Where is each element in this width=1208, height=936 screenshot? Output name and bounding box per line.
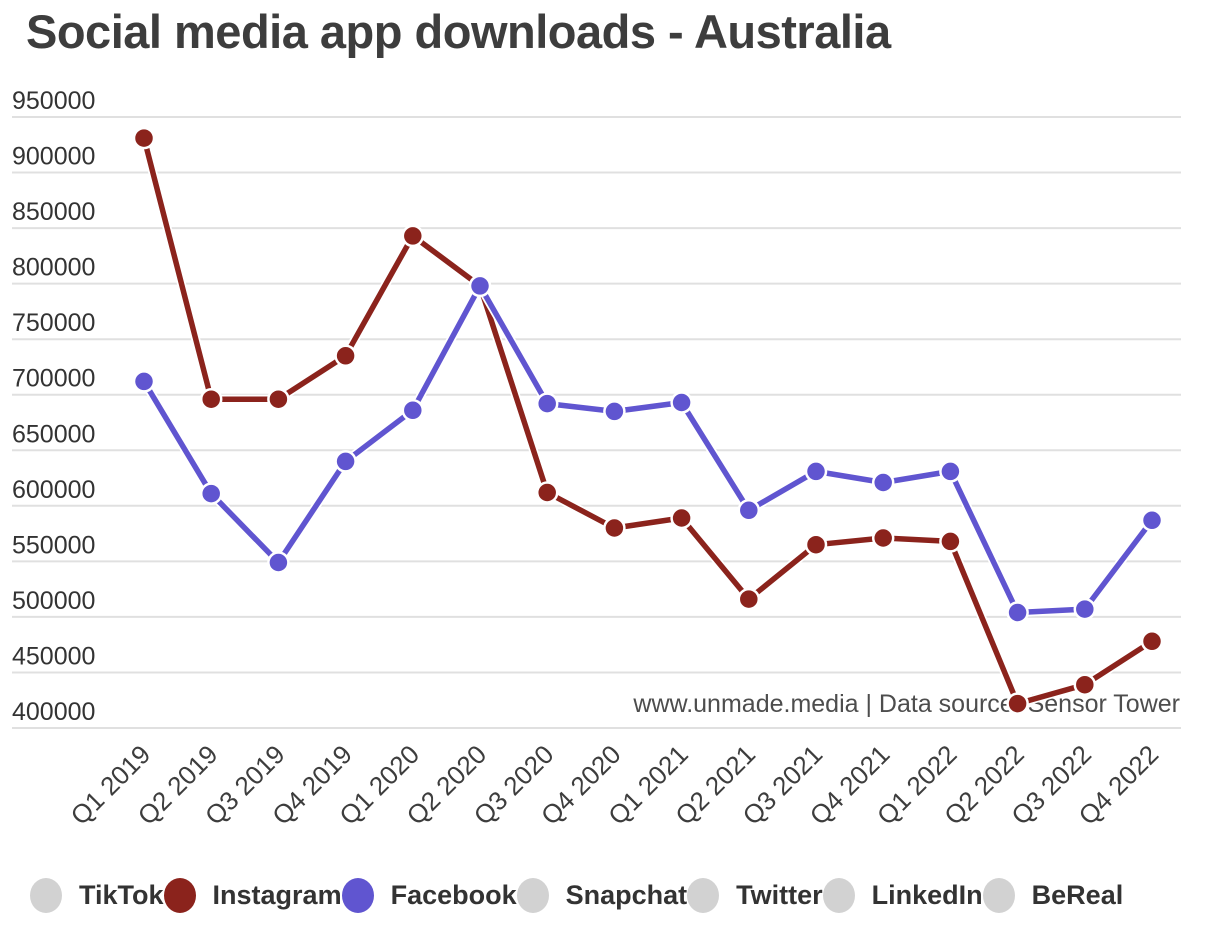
legend-label-snapchat: Snapchat bbox=[565, 879, 688, 910]
legend-dot-snapchat bbox=[516, 877, 549, 913]
series-point-facebook bbox=[401, 399, 425, 422]
series-point-facebook bbox=[468, 274, 492, 298]
series-point-facebook bbox=[737, 499, 761, 522]
series-point-instagram bbox=[1073, 673, 1097, 696]
series-point-facebook bbox=[132, 370, 156, 393]
y-axis-label: 900000 bbox=[12, 143, 95, 171]
series-point-facebook bbox=[535, 392, 559, 415]
y-axis-label: 450000 bbox=[12, 643, 95, 671]
series-point-facebook bbox=[199, 482, 223, 505]
series-point-instagram bbox=[871, 526, 895, 550]
series-point-facebook bbox=[1073, 597, 1097, 621]
series-point-instagram bbox=[535, 481, 559, 504]
legend-label-linkedin: LinkedIn bbox=[871, 879, 983, 910]
legend-item-twitter[interactable]: Twitter bbox=[687, 877, 823, 913]
series-point-instagram bbox=[670, 506, 693, 530]
line-chart: 400000 450000 500000 550000 600000 650000 7000… bbox=[12, 87, 1181, 831]
series-point-instagram bbox=[334, 344, 357, 368]
series-line-casing-instagram bbox=[139, 133, 1157, 709]
series-point-facebook bbox=[603, 400, 626, 423]
watermark: www.unmade.media | Data source: Sensor T… bbox=[632, 690, 1180, 718]
series-point-instagram bbox=[401, 224, 425, 248]
y-axis-label: 500000 bbox=[12, 587, 95, 615]
series-point-instagram bbox=[1006, 692, 1029, 715]
series-point-instagram bbox=[1140, 630, 1164, 653]
legend: TikTok Instagram Facebook Snapchat Twitt… bbox=[0, 858, 1208, 932]
series-point-facebook bbox=[334, 450, 357, 473]
legend-dot-linkedin bbox=[822, 877, 855, 913]
legend-item-instagram[interactable]: Instagram bbox=[163, 877, 342, 913]
series-point-instagram bbox=[737, 587, 761, 611]
series-point-instagram bbox=[603, 516, 626, 540]
series-line-casing-facebook bbox=[139, 281, 1157, 617]
series-point-facebook bbox=[267, 551, 290, 574]
y-axis-label: 800000 bbox=[12, 254, 95, 282]
series-line-facebook bbox=[141, 283, 1155, 616]
series-point-instagram bbox=[267, 387, 290, 411]
series-point-instagram bbox=[804, 533, 828, 556]
series-point-facebook bbox=[1006, 601, 1029, 624]
legend-dot-bereal bbox=[982, 877, 1015, 913]
y-axis-label: 700000 bbox=[12, 365, 95, 393]
series-line-instagram bbox=[141, 135, 1155, 707]
legend-item-facebook[interactable]: Facebook bbox=[341, 877, 517, 913]
legend-label-instagram: Instagram bbox=[212, 879, 342, 910]
y-axis-label: 400000 bbox=[12, 698, 95, 726]
y-axis-label: 600000 bbox=[12, 476, 95, 504]
legend-item-snapchat[interactable]: Snapchat bbox=[516, 877, 688, 913]
series-point-facebook bbox=[1140, 509, 1164, 532]
legend-label-twitter: Twitter bbox=[736, 879, 823, 910]
y-axis-label: 650000 bbox=[12, 420, 95, 448]
y-axis-label: 750000 bbox=[12, 309, 95, 337]
y-axis-label: 550000 bbox=[12, 531, 95, 559]
legend-dot-instagram bbox=[163, 877, 196, 913]
series-point-instagram bbox=[132, 126, 156, 150]
legend-label-tiktok: TikTok bbox=[79, 879, 164, 910]
series-point-facebook bbox=[939, 460, 962, 483]
series-point-instagram bbox=[939, 530, 962, 553]
legend-label-bereal: BeReal bbox=[1031, 879, 1124, 910]
legend-item-tiktok[interactable]: TikTok bbox=[30, 877, 164, 913]
legend-dot-facebook bbox=[341, 877, 374, 913]
chart-title: Social media app downloads - Australia bbox=[26, 5, 891, 58]
series-point-facebook bbox=[871, 471, 895, 494]
y-axis-label: 850000 bbox=[12, 198, 95, 226]
series-point-facebook bbox=[670, 391, 693, 414]
series-point-facebook bbox=[804, 460, 828, 483]
legend-label-facebook: Facebook bbox=[390, 879, 517, 910]
series-point-instagram bbox=[199, 387, 223, 411]
legend-item-bereal[interactable]: BeReal bbox=[982, 877, 1124, 913]
y-axis-label: 950000 bbox=[12, 87, 95, 115]
legend-dot-twitter bbox=[687, 877, 720, 913]
legend-dot-tiktok bbox=[30, 877, 62, 913]
legend-item-linkedin[interactable]: LinkedIn bbox=[822, 877, 983, 913]
